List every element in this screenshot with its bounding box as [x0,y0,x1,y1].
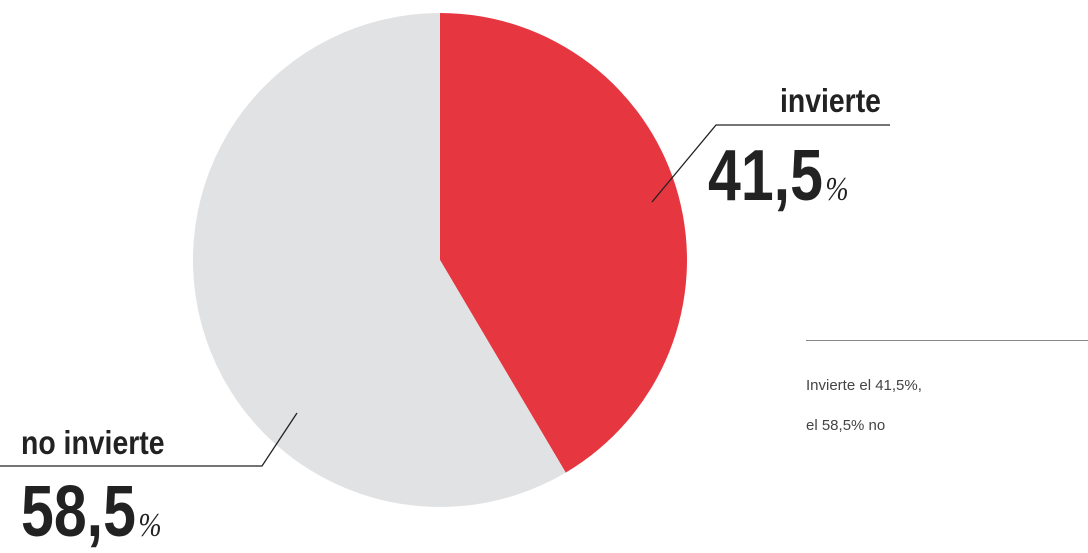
value-number: 41,5 [708,136,823,216]
slice-value-invierte: 41,5% [708,140,849,212]
value-unit: % [825,171,849,208]
note-line-1: Invierte el 41,5%, [806,377,922,394]
leader-line-invierte [651,124,890,203]
note-line-2: el 58,5% no [806,417,886,434]
slice-label-no-invierte: no invierte [21,424,165,461]
slice-value-no-invierte: 58,5% [21,476,162,548]
leader-line-no-invierte [0,412,298,467]
pie-slice-no-invierte [192,13,566,507]
note-divider [806,340,1088,341]
value-unit: % [138,507,162,544]
slice-label-invierte: invierte [780,82,881,119]
pie-slice-invierte [440,13,687,473]
value-number: 58,5 [21,472,136,552]
